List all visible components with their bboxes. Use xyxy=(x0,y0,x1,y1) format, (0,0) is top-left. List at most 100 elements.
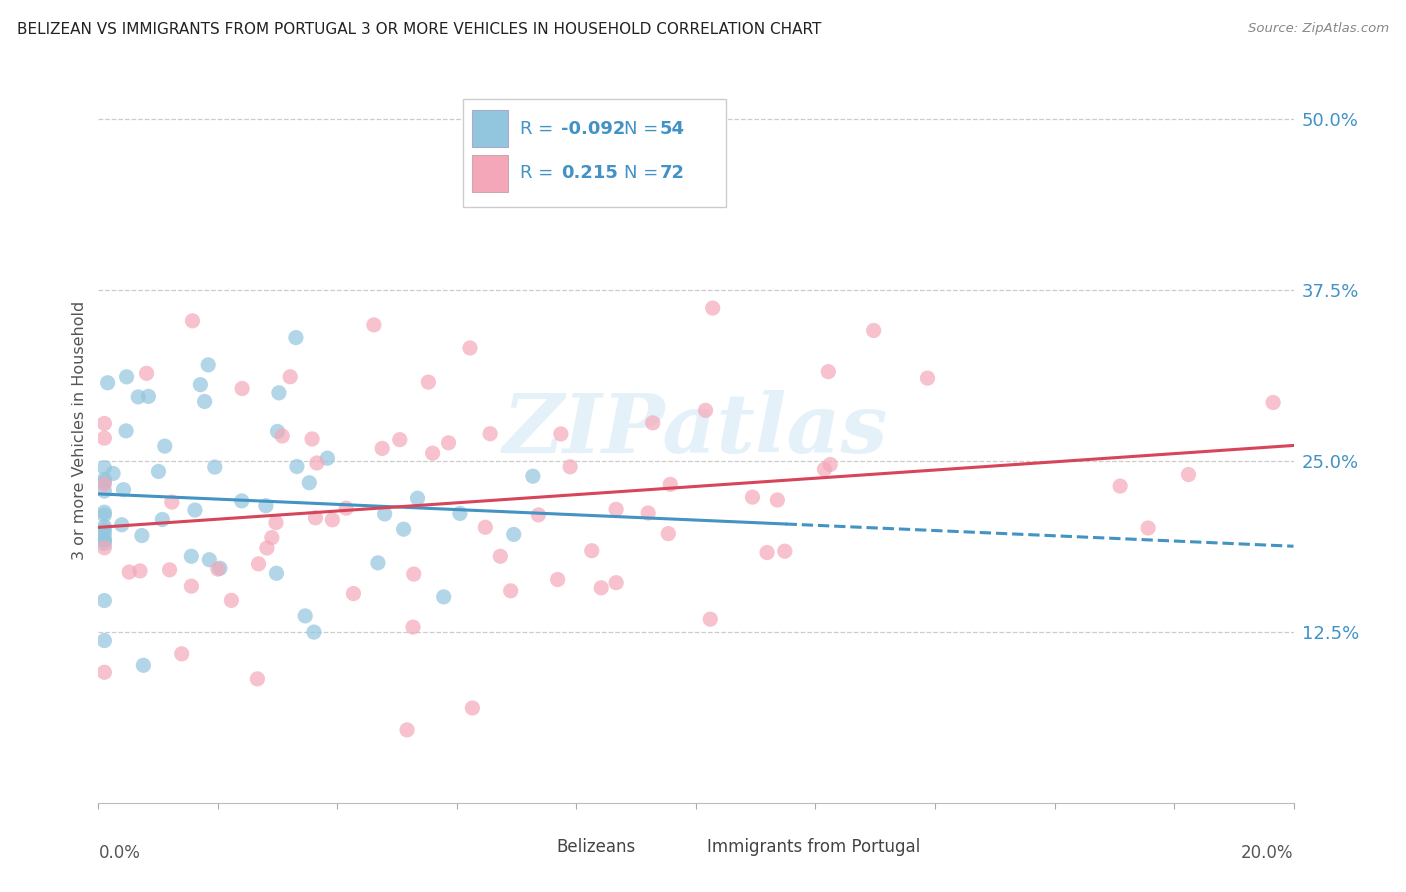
Point xyxy=(93,533,115,547)
Point xyxy=(305,456,328,470)
Text: -0.092: -0.092 xyxy=(561,120,626,137)
Point xyxy=(817,365,839,379)
Point xyxy=(180,549,202,564)
Point xyxy=(264,516,287,530)
FancyBboxPatch shape xyxy=(472,155,509,192)
Point xyxy=(316,451,339,466)
Point xyxy=(231,382,253,396)
Point xyxy=(862,323,884,337)
Point xyxy=(198,552,221,566)
Point xyxy=(93,593,115,607)
Point xyxy=(418,375,440,389)
Point xyxy=(184,503,207,517)
Point xyxy=(374,507,396,521)
Text: Immigrants from Portugal: Immigrants from Portugal xyxy=(707,838,920,856)
FancyBboxPatch shape xyxy=(519,835,550,866)
Point xyxy=(204,460,226,475)
Point xyxy=(93,508,115,522)
Point xyxy=(138,389,160,403)
Point xyxy=(1261,395,1284,409)
Point xyxy=(266,425,288,439)
Point xyxy=(402,567,425,582)
Point xyxy=(93,417,115,431)
Point xyxy=(194,394,217,409)
Point xyxy=(502,527,524,541)
Point xyxy=(150,512,173,526)
Point xyxy=(605,502,627,516)
Point xyxy=(285,459,308,474)
Point xyxy=(1109,479,1132,493)
Point xyxy=(93,536,115,550)
Point xyxy=(159,563,181,577)
Point xyxy=(396,723,419,737)
Point xyxy=(112,483,135,497)
Point xyxy=(93,505,115,519)
Point xyxy=(278,369,301,384)
Point xyxy=(294,608,316,623)
Point xyxy=(256,541,278,555)
Point xyxy=(406,491,429,506)
Point xyxy=(321,513,343,527)
Point xyxy=(190,377,212,392)
Point xyxy=(392,522,415,536)
Y-axis label: 3 or more Vehicles in Household: 3 or more Vehicles in Household xyxy=(72,301,87,560)
Point xyxy=(135,367,157,381)
Point xyxy=(302,625,325,640)
Point xyxy=(160,495,183,509)
Point xyxy=(298,475,321,490)
Point xyxy=(180,579,202,593)
Point xyxy=(695,403,717,417)
Point xyxy=(437,435,460,450)
Point xyxy=(1137,521,1160,535)
Point xyxy=(1177,467,1199,482)
Point xyxy=(547,573,569,587)
Point xyxy=(271,429,294,443)
Point xyxy=(637,506,659,520)
Point xyxy=(93,523,115,537)
Point xyxy=(371,442,394,456)
Point xyxy=(560,459,582,474)
Point xyxy=(132,658,155,673)
Point xyxy=(93,431,115,445)
Point xyxy=(153,439,176,453)
Point xyxy=(93,519,115,533)
Text: ZIPatlas: ZIPatlas xyxy=(503,391,889,470)
Point xyxy=(111,517,134,532)
FancyBboxPatch shape xyxy=(472,110,509,147)
Point xyxy=(818,458,841,472)
Point xyxy=(659,477,682,491)
Point xyxy=(766,493,789,508)
Point xyxy=(284,330,307,344)
Point xyxy=(813,462,835,476)
Point xyxy=(93,472,115,486)
Point xyxy=(591,581,613,595)
Point xyxy=(231,494,253,508)
Point xyxy=(550,426,572,441)
Point xyxy=(402,620,425,634)
Text: R =: R = xyxy=(520,164,565,183)
Text: 0.0%: 0.0% xyxy=(98,844,141,862)
Point xyxy=(115,424,138,438)
Point xyxy=(93,541,115,555)
Point xyxy=(699,612,721,626)
Point xyxy=(93,526,115,541)
Point xyxy=(367,556,389,570)
Point xyxy=(254,499,277,513)
Point xyxy=(247,557,270,571)
Point xyxy=(266,566,288,581)
Text: Source: ZipAtlas.com: Source: ZipAtlas.com xyxy=(1249,22,1389,36)
Point xyxy=(93,460,115,475)
Point xyxy=(363,318,385,332)
Point xyxy=(657,526,679,541)
Point xyxy=(181,314,204,328)
Point xyxy=(115,369,138,384)
Point xyxy=(304,510,326,524)
Point xyxy=(97,376,120,390)
Text: Belizeans: Belizeans xyxy=(557,838,636,856)
Point xyxy=(148,465,170,479)
Point xyxy=(741,490,763,504)
Point xyxy=(129,564,152,578)
Point xyxy=(641,416,664,430)
Point xyxy=(581,543,603,558)
Text: 54: 54 xyxy=(661,120,685,137)
